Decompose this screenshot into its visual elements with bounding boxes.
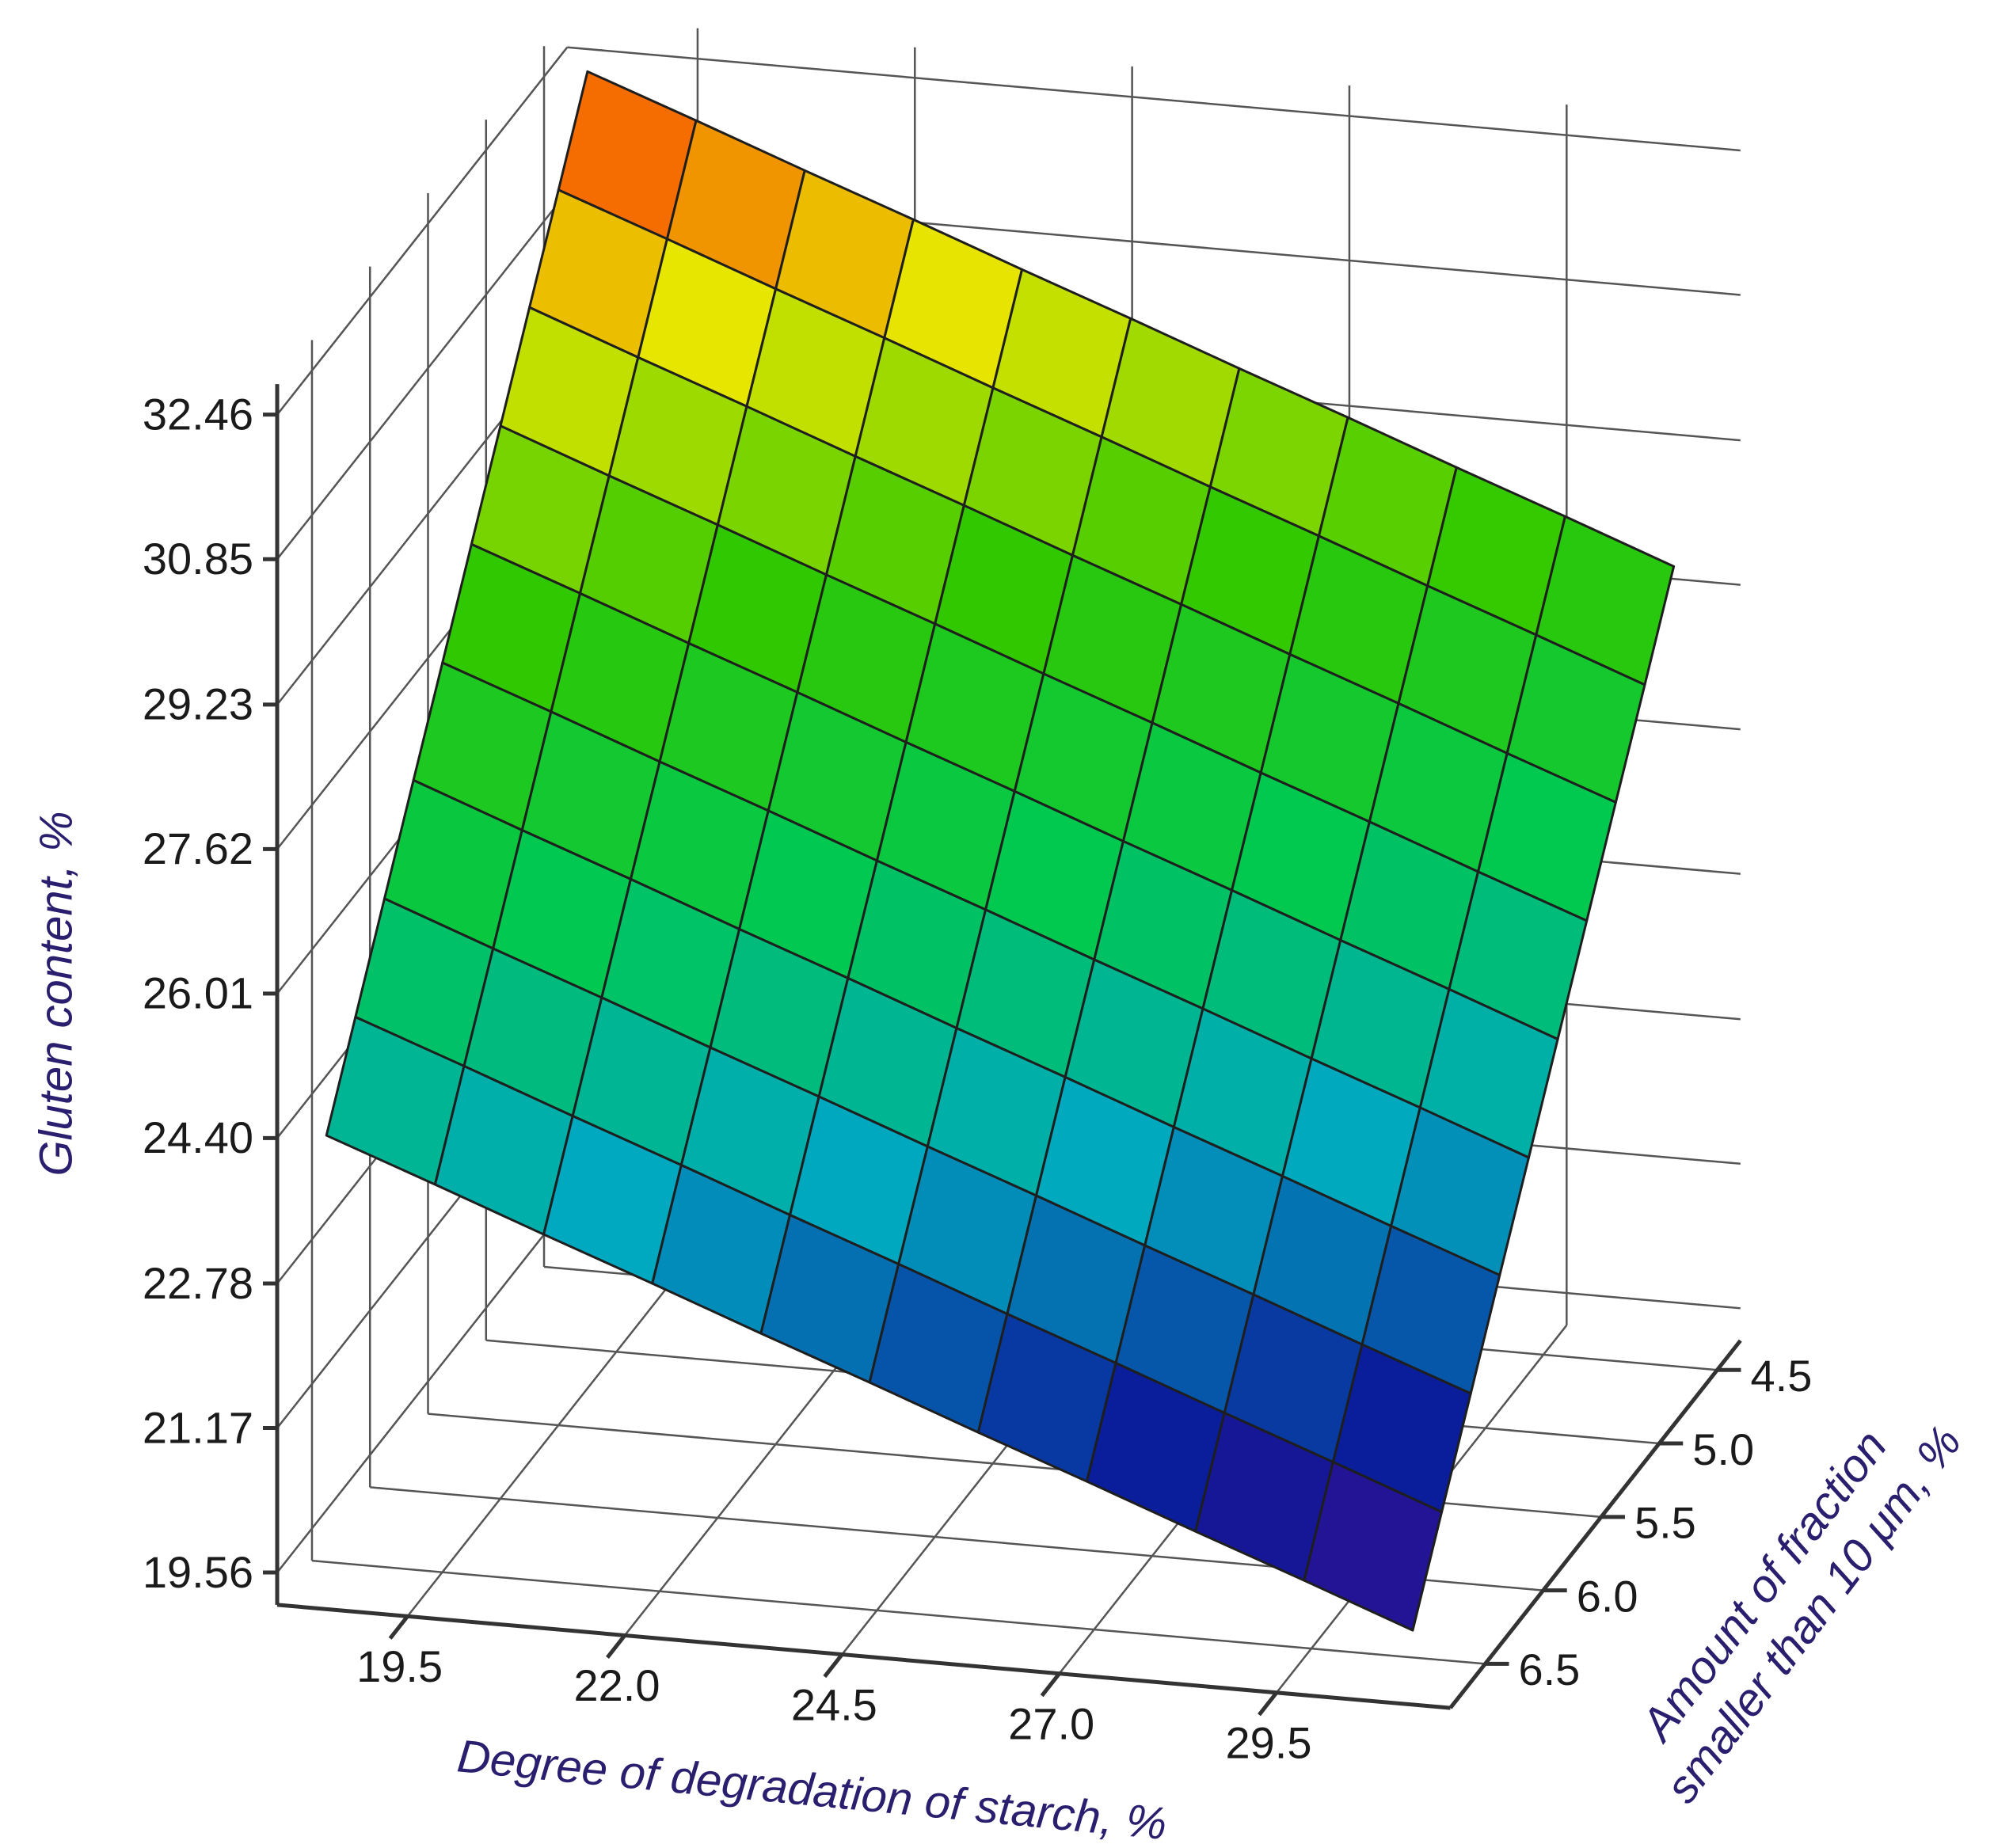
z-tick-label: 22.78 bbox=[143, 1258, 253, 1308]
x-tick-label: 24.5 bbox=[791, 1679, 877, 1729]
surface bbox=[325, 70, 1676, 1632]
z-tick-label: 27.62 bbox=[143, 823, 253, 873]
y-axis-line bbox=[1448, 1339, 1742, 1709]
x-tick-label: 27.0 bbox=[1008, 1698, 1094, 1748]
grid-line bbox=[276, 191, 569, 560]
grid-line bbox=[276, 1204, 569, 1573]
grid-line bbox=[567, 46, 1741, 152]
y-axis-title: Amount of fraction smaller than 10 μm, % bbox=[1610, 1382, 1971, 1812]
z-tick-label: 32.46 bbox=[143, 389, 253, 439]
x-tick bbox=[606, 1633, 626, 1659]
x-axis-line bbox=[276, 1603, 1451, 1710]
x-tick-label: 29.5 bbox=[1226, 1718, 1312, 1768]
z-tick-label: 26.01 bbox=[143, 968, 253, 1018]
grid-line bbox=[311, 1559, 1486, 1665]
y-tick-label: 5.0 bbox=[1692, 1424, 1754, 1474]
y-tick-label: 6.0 bbox=[1577, 1571, 1638, 1621]
x-tick bbox=[823, 1653, 844, 1679]
x-tick-label: 22.0 bbox=[573, 1660, 660, 1710]
grid-line bbox=[406, 1248, 698, 1618]
y-tick-label: 6.5 bbox=[1518, 1645, 1580, 1694]
x-tick bbox=[1040, 1672, 1061, 1698]
surface-cell bbox=[1303, 1460, 1444, 1632]
z-tick-label: 19.56 bbox=[143, 1547, 253, 1597]
grid-line bbox=[276, 46, 569, 416]
z-axis-title: Gluten content, % bbox=[30, 811, 82, 1176]
z-tick-label: 30.85 bbox=[143, 534, 253, 584]
z-tick-label: 24.40 bbox=[143, 1112, 253, 1162]
x-tick bbox=[1258, 1691, 1278, 1717]
axes: 19.56 21.17 22.78 24.40 26.01 27.62 29.23 30.85… bbox=[143, 384, 1812, 1768]
y-tick-label: 4.5 bbox=[1750, 1351, 1812, 1401]
x-tick bbox=[388, 1614, 409, 1640]
x-tick-label: 19.5 bbox=[356, 1641, 443, 1691]
z-tick-label: 29.23 bbox=[143, 679, 253, 729]
y-tick-label: 5.5 bbox=[1634, 1498, 1696, 1548]
z-tick-label: 21.17 bbox=[143, 1402, 253, 1452]
